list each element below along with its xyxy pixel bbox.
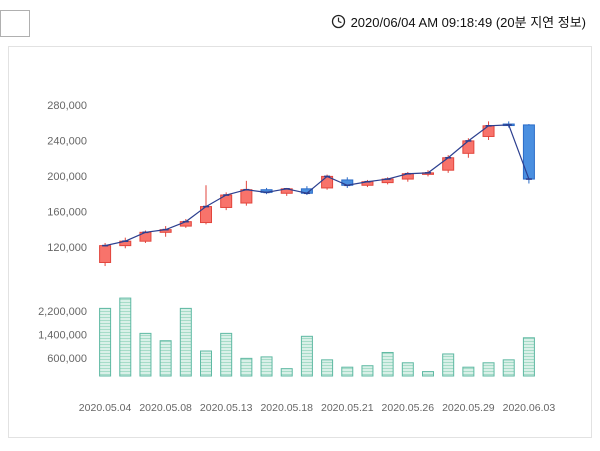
- volume-bar: [502, 359, 515, 377]
- volume-bar: [260, 356, 273, 377]
- date-tick-label: 2020.05.21: [321, 402, 374, 414]
- close-line-markers: [102, 124, 532, 247]
- volume-axis-labels: 2,200,000 1,400,000 600,000: [38, 306, 87, 365]
- volume-bar: [361, 365, 374, 377]
- volume-bar: [280, 368, 293, 377]
- candles-group: [99, 121, 535, 267]
- price-tick-label: 120,000: [47, 242, 87, 254]
- volume-bar: [300, 335, 313, 377]
- volume-bar: [240, 357, 253, 377]
- candle-body: [99, 245, 112, 263]
- volume-tick-label: 2,200,000: [38, 306, 87, 318]
- timestamp: 2020/06/04 AM 09:18:49 (20분 지연 정보): [350, 15, 586, 30]
- x-axis-labels: 2020.05.04 2020.05.08 2020.05.13 2020.05.18…: [79, 402, 556, 414]
- clock-icon: [331, 14, 346, 29]
- date-tick-label: 2020.05.13: [200, 402, 253, 414]
- volume-bar: [462, 366, 475, 377]
- volume-bar: [321, 359, 334, 377]
- date-tick-label: 2020.06.03: [503, 402, 556, 414]
- candle-body: [442, 157, 455, 171]
- date-tick-label: 2020.05.26: [382, 402, 435, 414]
- price-tick-label: 280,000: [47, 100, 87, 112]
- price-tick-label: 160,000: [47, 206, 87, 218]
- candle-body: [462, 140, 475, 154]
- volume-bar: [119, 297, 132, 377]
- volume-bar: [179, 307, 192, 377]
- volume-tick-label: 600,000: [47, 353, 87, 365]
- date-tick-label: 2020.05.18: [260, 402, 313, 414]
- candle-body: [240, 189, 253, 204]
- date-tick-label: 2020.05.29: [442, 402, 495, 414]
- price-axis-labels: 280,000 240,000 200,000 160,000 120,000: [47, 100, 87, 254]
- candlestick-chart: 280,000 240,000 200,000 160,000 120,000 2,200…: [38, 100, 556, 414]
- price-tick-label: 200,000: [47, 171, 87, 183]
- volume-bar: [159, 340, 172, 377]
- date-tick-label: 2020.05.04: [79, 402, 132, 414]
- volume-bars-group: [99, 297, 535, 377]
- chart-panel: 280,000 240,000 200,000 160,000 120,000 2,200…: [8, 46, 592, 438]
- volume-bar: [381, 351, 394, 377]
- close-line: [104, 124, 530, 247]
- volume-bar: [139, 332, 152, 377]
- volume-bar: [341, 366, 354, 377]
- volume-bar: [200, 350, 212, 377]
- volume-bar: [442, 353, 455, 377]
- volume-tick-label: 1,400,000: [38, 329, 87, 341]
- volume-bar: [522, 337, 535, 377]
- partial-toolbar-box: [0, 10, 30, 37]
- chart-header: 2020/06/04 AM 09:18:49 (20분 지연 정보): [331, 12, 586, 31]
- volume-bar: [482, 362, 495, 377]
- candle-body: [522, 124, 535, 180]
- price-tick-label: 240,000: [47, 135, 87, 147]
- volume-bar: [99, 307, 112, 377]
- volume-bar: [401, 362, 414, 377]
- date-tick-label: 2020.05.08: [139, 402, 192, 414]
- volume-bar: [220, 332, 233, 377]
- candle-body: [482, 125, 495, 137]
- volume-bar: [422, 371, 434, 377]
